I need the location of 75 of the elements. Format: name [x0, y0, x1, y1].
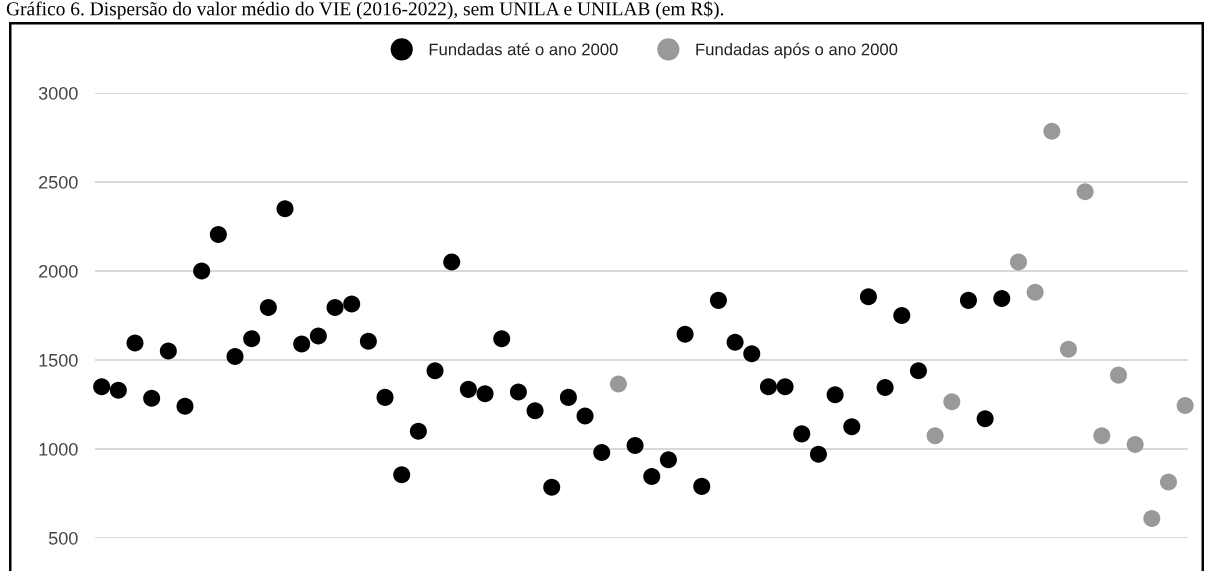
point — [843, 418, 861, 436]
point — [1043, 122, 1061, 140]
point — [443, 253, 461, 271]
point — [809, 445, 827, 463]
point — [543, 478, 561, 496]
y-tick-label: 2000 — [39, 264, 78, 278]
point — [343, 295, 361, 313]
point — [459, 380, 477, 398]
point — [876, 379, 894, 397]
point — [409, 422, 427, 440]
point — [893, 306, 911, 325]
point — [276, 200, 294, 218]
point — [209, 226, 227, 244]
point — [776, 378, 794, 396]
point — [626, 436, 644, 454]
point — [93, 378, 111, 396]
point — [259, 298, 277, 316]
point — [826, 386, 844, 404]
point — [693, 477, 711, 495]
point — [759, 378, 777, 396]
point — [426, 362, 444, 380]
point — [1109, 366, 1127, 384]
point — [376, 388, 394, 406]
y-tick-label: 1500 — [39, 353, 78, 367]
point — [509, 383, 527, 401]
y-tick-label: 500 — [48, 531, 78, 545]
point — [126, 334, 144, 352]
point — [1176, 396, 1194, 414]
point — [243, 330, 261, 348]
point — [109, 381, 127, 399]
point — [526, 402, 544, 420]
point — [176, 397, 194, 415]
point — [359, 332, 377, 350]
point — [493, 330, 511, 348]
point — [309, 327, 327, 345]
chart-title: Gráfico 6. Dispersão do valor médio do VIE (2016-2022), sem UNILA e UNILAB (em R$). — [6, 1, 724, 20]
y-tick-label: 1000 — [39, 442, 78, 456]
point — [609, 375, 627, 393]
point — [593, 444, 611, 462]
point — [859, 288, 877, 306]
point — [926, 427, 944, 445]
point — [959, 291, 977, 309]
point — [1159, 473, 1177, 491]
point — [993, 290, 1011, 308]
point — [1143, 509, 1161, 527]
point — [226, 347, 244, 365]
point — [793, 425, 811, 443]
point — [676, 325, 694, 343]
point — [976, 410, 994, 428]
point — [193, 262, 211, 280]
point — [643, 468, 661, 486]
point — [326, 298, 344, 316]
y-tick-label: 3000 — [38, 86, 78, 100]
point — [1026, 283, 1044, 301]
point — [726, 333, 744, 351]
point — [709, 291, 727, 309]
legend-label: Fundadas até o ano 2000 — [429, 42, 618, 56]
point — [1126, 436, 1144, 454]
point — [943, 393, 961, 411]
point — [909, 362, 927, 380]
point — [1076, 183, 1094, 201]
point — [743, 345, 761, 363]
point — [143, 389, 161, 407]
point — [476, 385, 494, 403]
point — [1093, 427, 1111, 445]
y-tick-label: 2500 — [39, 175, 78, 189]
point — [659, 451, 677, 469]
point — [159, 342, 177, 360]
point — [576, 407, 594, 425]
legend-label: Fundadas após o ano 2000 — [696, 42, 898, 59]
point — [393, 466, 411, 484]
point — [559, 388, 577, 406]
point — [1059, 340, 1077, 358]
point — [1009, 253, 1027, 271]
point — [293, 335, 311, 353]
